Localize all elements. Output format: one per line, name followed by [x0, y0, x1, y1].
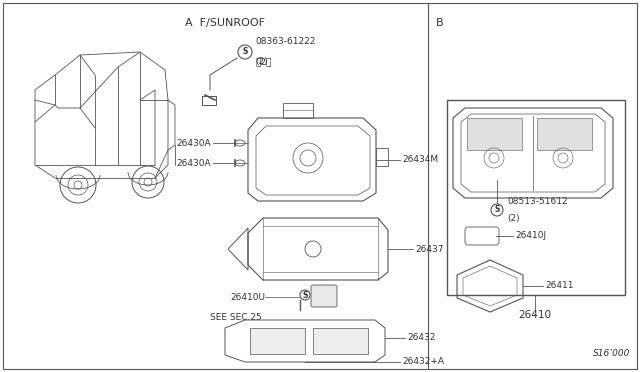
Bar: [250, 328, 305, 354]
Text: 〨2）: 〨2）: [255, 57, 271, 66]
Text: 26430A: 26430A: [177, 138, 211, 148]
FancyBboxPatch shape: [311, 285, 337, 307]
Text: A  F/SUNROOF: A F/SUNROOF: [185, 18, 265, 28]
Text: SEE SEC.25: SEE SEC.25: [210, 313, 262, 322]
Text: 26410U: 26410U: [230, 292, 265, 301]
Text: (2): (2): [507, 214, 520, 223]
Circle shape: [238, 45, 252, 59]
Text: 26432: 26432: [407, 334, 435, 343]
Text: B: B: [436, 18, 444, 28]
Text: 26410: 26410: [518, 310, 552, 320]
Text: 26410J: 26410J: [515, 231, 546, 241]
Circle shape: [491, 204, 503, 216]
Bar: [313, 328, 368, 354]
Text: 26432+A: 26432+A: [402, 357, 444, 366]
Text: S: S: [302, 291, 308, 299]
Text: 26437: 26437: [415, 244, 444, 253]
Text: S: S: [243, 48, 248, 57]
Text: (2): (2): [255, 57, 268, 66]
Text: 08513-51612: 08513-51612: [507, 197, 568, 206]
Circle shape: [300, 290, 310, 300]
Text: 08363-61222: 08363-61222: [255, 37, 316, 46]
Bar: [283, 103, 313, 118]
Text: 26434M: 26434M: [402, 155, 438, 164]
Text: S16’000: S16’000: [593, 349, 630, 358]
Text: 26430A: 26430A: [177, 158, 211, 167]
Text: 26411: 26411: [545, 282, 573, 291]
Bar: [447, 100, 625, 295]
Bar: [467, 118, 522, 150]
Bar: [537, 118, 592, 150]
Bar: [376, 148, 388, 166]
Bar: [202, 96, 216, 105]
Text: S: S: [494, 205, 500, 215]
